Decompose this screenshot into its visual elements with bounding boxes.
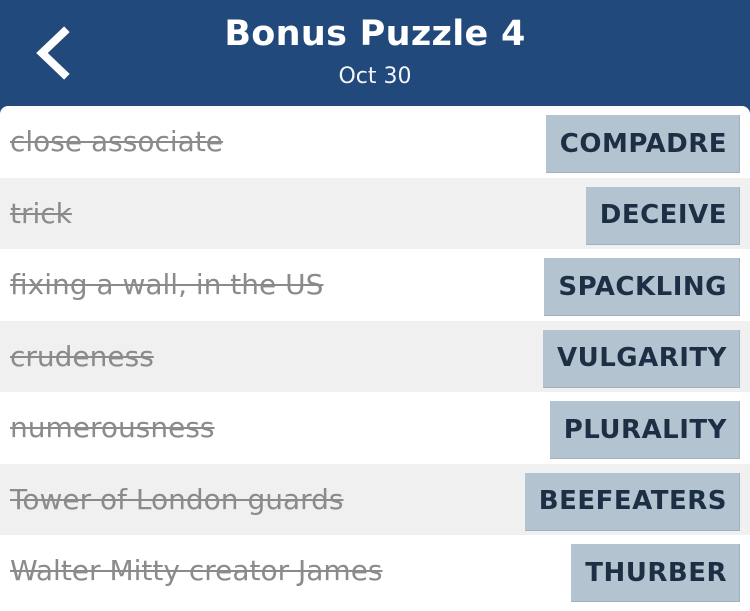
clue-row[interactable]: crudeness VULGARITY [0, 320, 750, 392]
page-title: Bonus Puzzle 4 [224, 14, 526, 54]
clue-text: trick [10, 196, 72, 230]
clue-list: close associate COMPADRE trick DECEIVE f… [0, 106, 750, 611]
answer-tile: BEEFEATERS [524, 472, 740, 531]
answer-tile: COMPADRE [545, 115, 740, 173]
clue-text: fixing a wall, in the US [10, 268, 324, 302]
answer-tile: DECEIVE [585, 186, 740, 245]
clue-row[interactable]: numerousness PLURALITY [0, 392, 750, 464]
clue-row[interactable]: close associate COMPADRE [0, 106, 750, 178]
clue-text: Tower of London guards [10, 482, 344, 516]
back-button[interactable] [24, 18, 82, 88]
clue-text: numerousness [10, 411, 215, 445]
puzzle-date: Oct 30 [338, 64, 412, 89]
answer-tile: SPACKLING [544, 258, 740, 316]
clue-text: close associate [10, 125, 224, 159]
answer-tile: THURBER [571, 544, 740, 602]
clue-row[interactable]: Tower of London guards BEEFEATERS [0, 463, 750, 535]
clue-row[interactable]: Walter Mitty creator James THURBER [0, 535, 750, 607]
clue-text: crudeness [10, 339, 154, 373]
clue-text: Walter Mitty creator James [10, 554, 383, 588]
header-bar: Bonus Puzzle 4 Oct 30 [0, 0, 750, 106]
chevron-left-icon [36, 26, 70, 80]
clue-row[interactable]: fixing a wall, in the US SPACKLING [0, 249, 750, 321]
answer-tile: PLURALITY [549, 401, 740, 459]
clue-row[interactable]: trick DECEIVE [0, 177, 750, 249]
answer-tile: VULGARITY [542, 329, 740, 388]
